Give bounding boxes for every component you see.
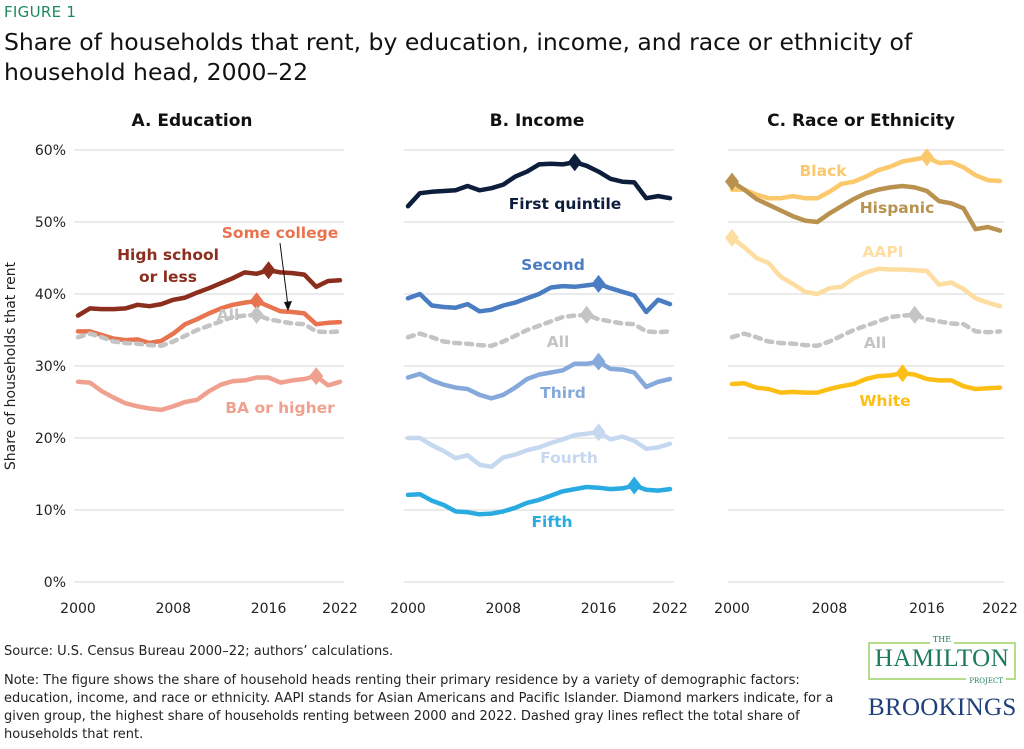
series-label: All — [547, 333, 570, 351]
series-label: Second — [521, 256, 585, 274]
x-tick-label: 2016 — [251, 601, 287, 617]
x-tick-label: 2008 — [812, 601, 848, 617]
series-label: Fifth — [531, 513, 572, 531]
series-label: Hispanic — [860, 199, 935, 217]
series-line-first-quintile — [405, 159, 673, 209]
figure-label: FIGURE 1 — [4, 3, 77, 21]
max-diamond-marker — [249, 292, 264, 311]
series-label: or less — [139, 268, 197, 286]
series-line-high-school-or-less — [75, 267, 343, 318]
source-note: Source: U.S. Census Bureau 2000–22; auth… — [4, 644, 394, 659]
series-line-second — [405, 281, 673, 315]
y-tick-label: 40% — [35, 287, 66, 303]
panel-title: B. Income — [490, 111, 585, 131]
y-tick-label: 50% — [35, 215, 66, 231]
y-tick-label: 10% — [35, 503, 66, 519]
footnote: Note: The figure shows the share of hous… — [4, 673, 834, 742]
max-diamond-marker — [907, 305, 922, 324]
series-line-all — [729, 312, 1003, 349]
x-tick-label: 2022 — [322, 601, 358, 617]
y-tick-label: 30% — [35, 359, 66, 375]
series-label: White — [859, 392, 910, 410]
series-line-black — [729, 154, 1003, 201]
series-line-hispanic — [729, 179, 1003, 233]
series-line-fifth — [405, 483, 673, 517]
x-tick-label: 2000 — [714, 601, 750, 617]
series-line-aapi — [729, 235, 1003, 309]
y-tick-label: 0% — [44, 575, 66, 591]
logo-hamilton: HAMILTON — [874, 645, 1010, 672]
arrow-head-icon — [284, 301, 292, 311]
x-tick-label: 2008 — [155, 601, 191, 617]
max-diamond-marker — [895, 364, 910, 383]
x-tick-label: 2022 — [652, 601, 688, 617]
max-diamond-marker — [261, 261, 276, 280]
series-label: Fourth — [540, 449, 598, 467]
brookings-logo: BROOKINGS — [868, 694, 1017, 721]
panel-title: A. Education — [131, 111, 252, 131]
series-line-ba-or-higher — [75, 373, 343, 413]
hamilton-brookings-logo: THE HAMILTON PROJECT BROOKINGS — [868, 635, 1017, 722]
series-line-white — [729, 370, 1003, 395]
x-tick-label: 2016 — [909, 601, 945, 617]
annotation-arrow — [279, 242, 289, 307]
logo-the: THE — [929, 635, 955, 644]
max-diamond-marker — [579, 305, 594, 324]
series-line-third — [405, 359, 673, 401]
y-tick-label: 60% — [35, 143, 66, 159]
chart-area: A. Education 0% 10% 20% 30% 40% 50% 60% Share of… — [3, 111, 1018, 617]
y-tick-label: 20% — [35, 431, 66, 447]
series-label: BA or higher — [225, 399, 335, 417]
max-diamond-marker — [567, 153, 582, 172]
x-tick-label: 2000 — [60, 601, 96, 617]
max-diamond-marker — [309, 367, 324, 386]
max-diamond-marker — [591, 352, 606, 371]
series-label: AAPI — [862, 243, 903, 261]
max-diamond-marker — [249, 305, 264, 324]
chart-title: Share of households that rent, by educat… — [4, 28, 913, 86]
max-diamond-marker — [725, 228, 739, 247]
x-tick-label: 2016 — [581, 601, 617, 617]
hamilton-project-logo: THE HAMILTON PROJECT — [868, 635, 1016, 685]
y-axis-label: Share of households that rent — [3, 261, 19, 470]
series-label: Black — [799, 162, 847, 180]
series-label: All — [864, 334, 887, 352]
series-line-fourth — [405, 429, 673, 470]
max-diamond-marker — [591, 423, 606, 442]
max-diamond-marker — [591, 274, 606, 293]
series-label: Third — [540, 384, 586, 402]
series-label: High school — [117, 246, 219, 264]
max-diamond-marker — [919, 148, 934, 167]
series-line-all — [75, 312, 343, 349]
series-label: All — [217, 306, 240, 324]
x-tick-label: 2000 — [390, 601, 426, 617]
max-diamond-marker — [725, 172, 739, 191]
series-label: Some college — [222, 224, 338, 242]
logo-project: PROJECT — [966, 677, 1006, 685]
panel-title: C. Race or Ethnicity — [767, 111, 955, 131]
series-label: First quintile — [509, 195, 622, 213]
max-diamond-marker — [627, 476, 642, 495]
x-tick-label: 2022 — [982, 601, 1018, 617]
x-tick-label: 2008 — [485, 601, 521, 617]
series-line-some-college — [75, 298, 343, 346]
series-line-all — [405, 312, 673, 349]
